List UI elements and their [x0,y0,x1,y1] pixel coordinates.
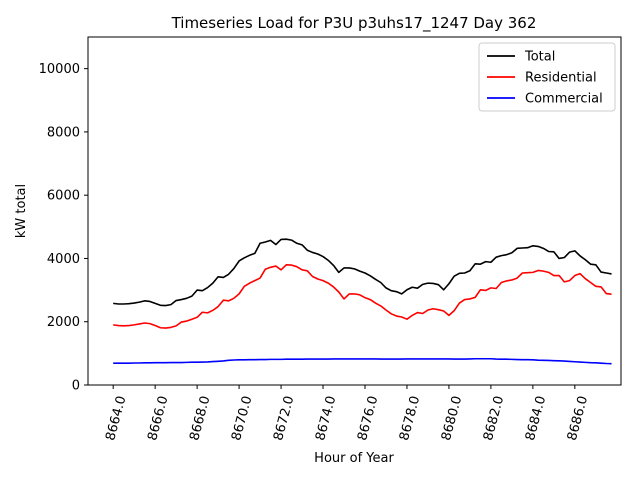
y-tick-label: 2000 [47,315,80,330]
y-tick-label: 8000 [47,125,80,140]
y-axis-label: kW total [14,184,29,238]
legend-label-residential: Residential [525,71,597,86]
x-axis-label: Hour of Year [314,451,394,466]
y-tick-label: 0 [72,379,80,394]
legend-label-commercial: Commercial [525,92,603,107]
y-tick-label: 6000 [47,189,80,204]
y-tick-label: 10000 [39,62,80,77]
legend-box [478,42,616,112]
series-layer [113,238,612,365]
plot-frame [87,36,622,386]
chart-title: Timeseries Load for P3U p3uhs17_1247 Day… [171,14,537,33]
y-tick-label: 4000 [47,252,80,267]
series-line-total [113,238,612,307]
y-axis: 0 2000 4000 6000 8000 10000 [39,62,88,394]
legend-label-total: Total [524,50,555,65]
legend: Total Residential Commercial [478,42,616,112]
series-line-residential [113,263,612,329]
series-line-commercial [113,357,612,365]
